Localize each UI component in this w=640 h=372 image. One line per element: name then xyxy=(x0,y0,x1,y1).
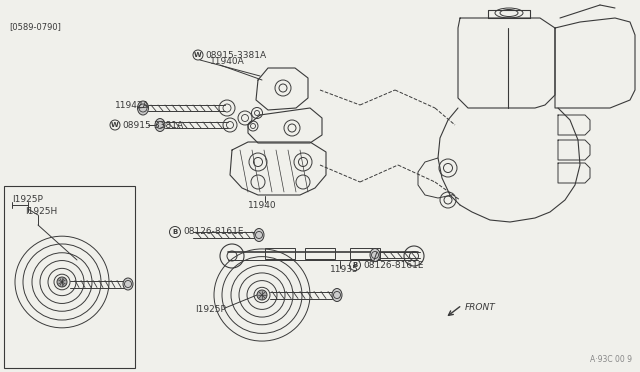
Text: 08915-3381A: 08915-3381A xyxy=(205,51,266,60)
Text: W: W xyxy=(194,52,202,58)
Ellipse shape xyxy=(254,228,264,241)
Text: 11942A: 11942A xyxy=(115,100,150,109)
Ellipse shape xyxy=(155,119,165,131)
Ellipse shape xyxy=(123,278,133,290)
Bar xyxy=(265,248,295,259)
Bar xyxy=(305,248,335,259)
Text: B: B xyxy=(172,229,178,235)
Circle shape xyxy=(257,290,267,300)
Text: [0589-0790]: [0589-0790] xyxy=(9,22,61,32)
Ellipse shape xyxy=(138,101,148,115)
Text: I1925P: I1925P xyxy=(12,196,43,205)
Ellipse shape xyxy=(370,248,380,262)
Text: A·93C 00 9: A·93C 00 9 xyxy=(590,355,632,364)
Bar xyxy=(4,186,135,368)
Text: 08126-8161E: 08126-8161E xyxy=(363,260,424,269)
Text: 11935: 11935 xyxy=(330,266,359,275)
Circle shape xyxy=(57,277,67,287)
Text: 11940A: 11940A xyxy=(210,58,244,67)
Bar xyxy=(350,248,380,259)
Text: W: W xyxy=(111,122,119,128)
Text: B: B xyxy=(353,262,358,268)
Text: 08915-3381A: 08915-3381A xyxy=(122,121,183,129)
Text: I1925H: I1925H xyxy=(25,208,57,217)
Text: 08126-8161E: 08126-8161E xyxy=(183,228,243,237)
Ellipse shape xyxy=(332,289,342,301)
Text: FRONT: FRONT xyxy=(465,304,496,312)
Text: 11940: 11940 xyxy=(248,202,276,211)
Text: I1925P: I1925P xyxy=(195,305,226,314)
